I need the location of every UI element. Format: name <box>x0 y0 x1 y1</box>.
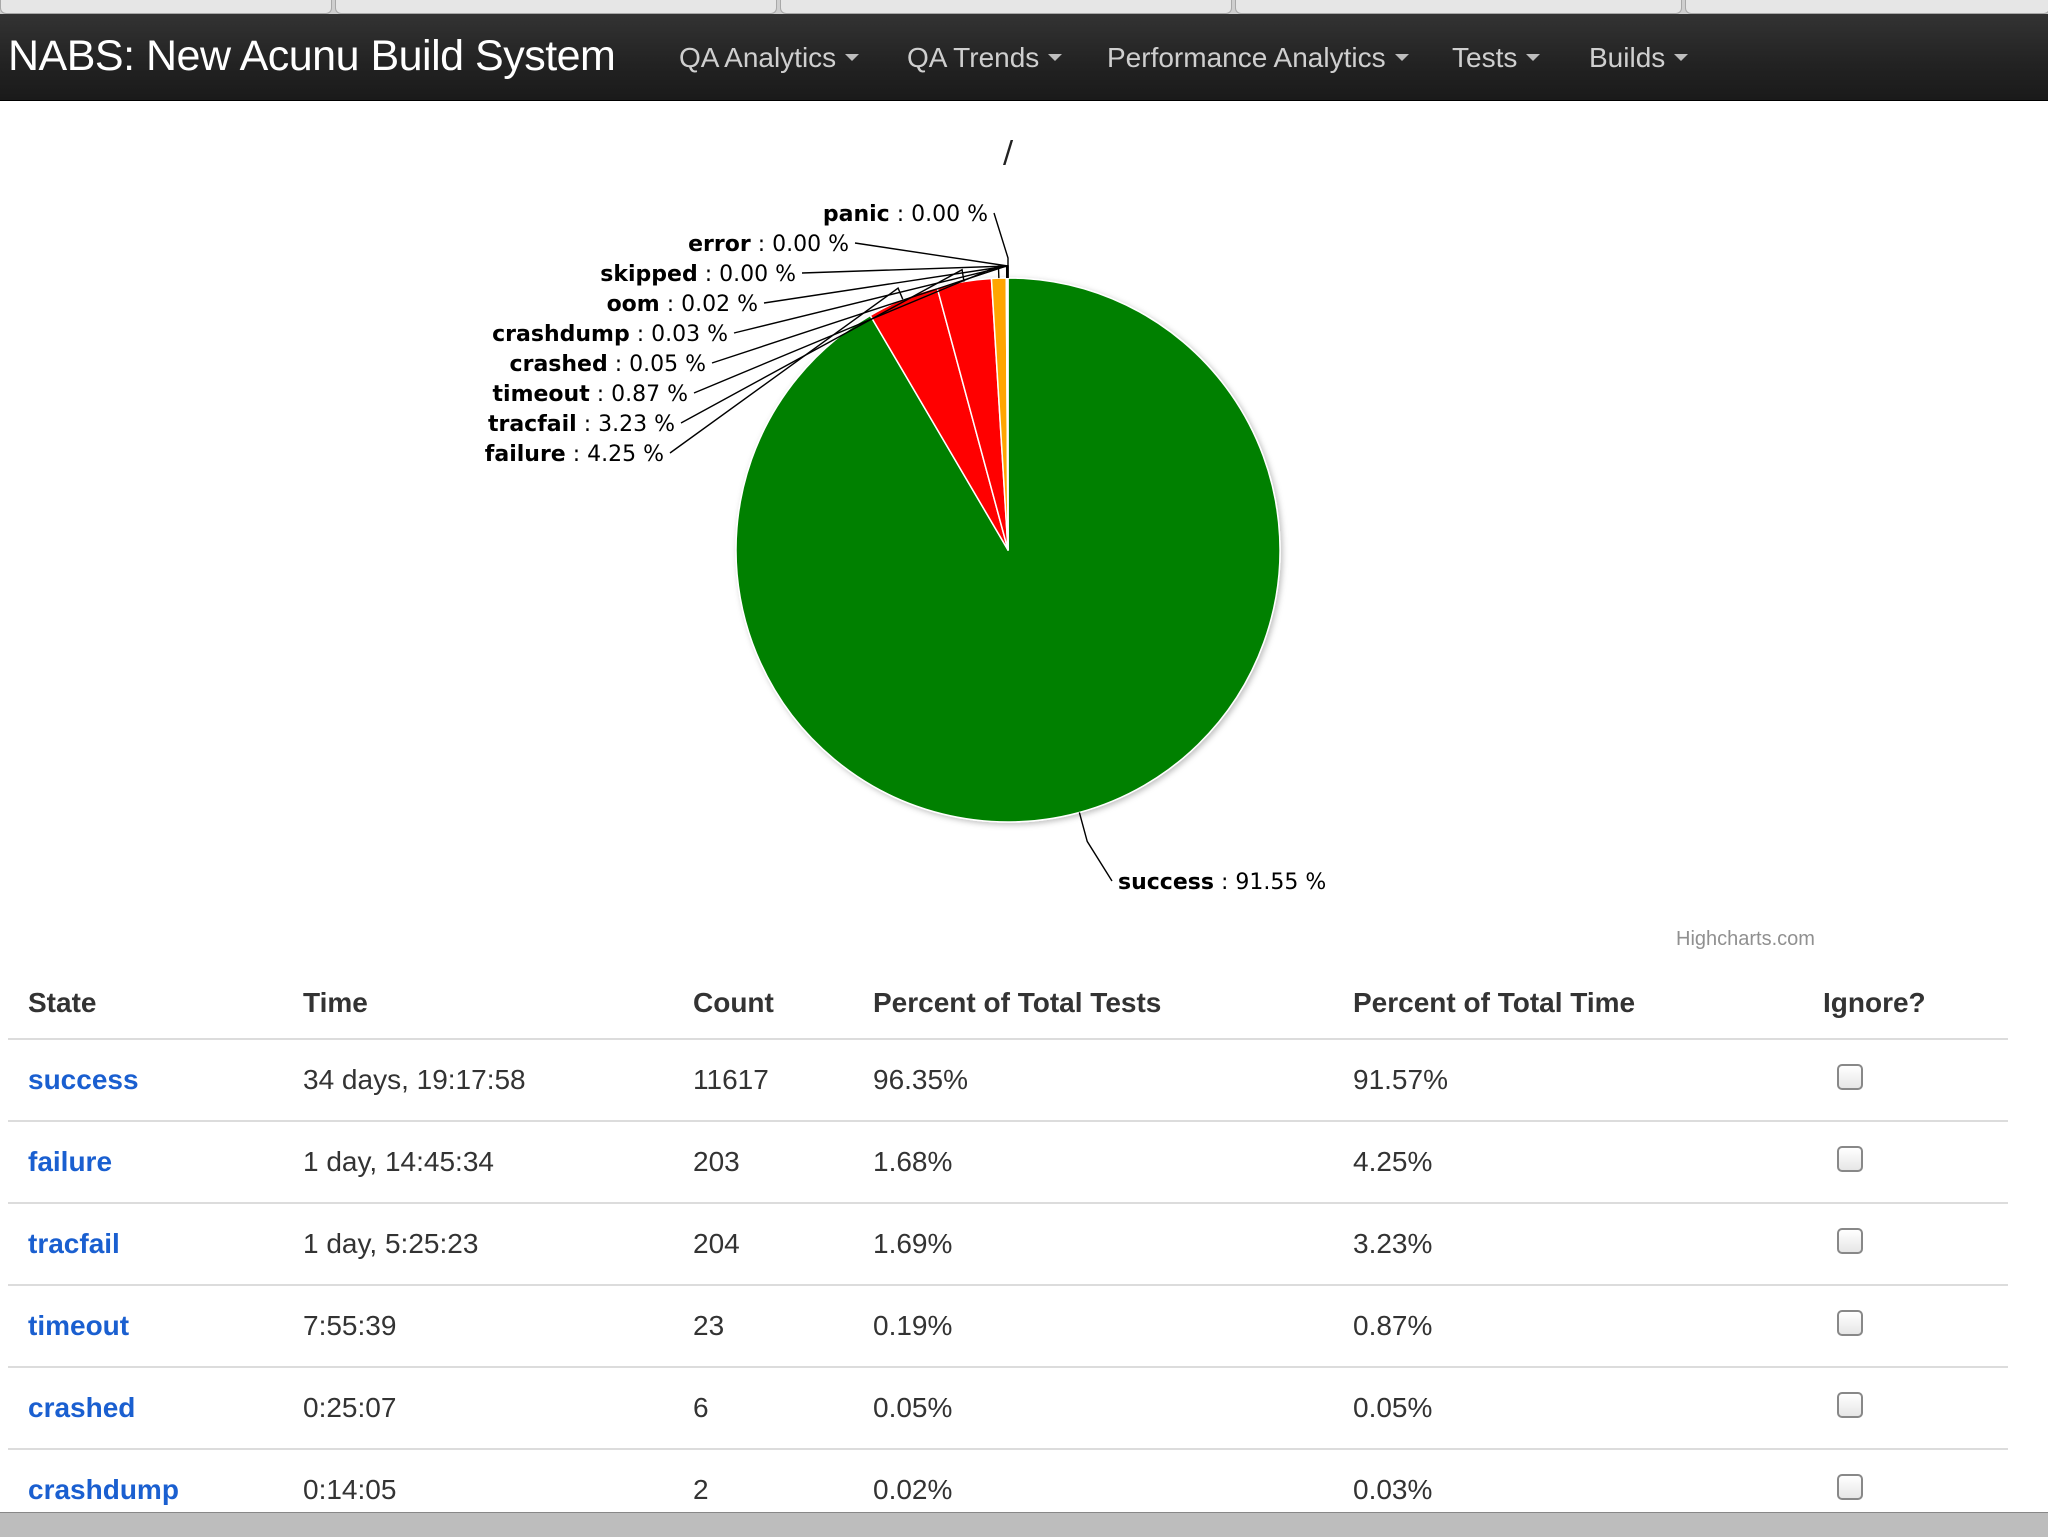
ignore-checkbox[interactable] <box>1837 1310 1863 1336</box>
count-cell: 203 <box>673 1121 853 1203</box>
pct-time-cell: 0.05% <box>1333 1367 1803 1449</box>
ignore-cell <box>1803 1367 2008 1449</box>
data-label-success: success : 91.55 % <box>1118 870 1326 895</box>
caret-down-icon <box>1395 54 1409 61</box>
header-state[interactable]: State <box>8 968 283 1039</box>
state-cell: timeout <box>8 1285 283 1367</box>
time-cell: 1 day, 5:25:23 <box>283 1203 673 1285</box>
nav-qa-analytics[interactable]: QA Analytics <box>679 42 859 74</box>
ignore-cell <box>1803 1285 2008 1367</box>
caret-down-icon <box>1674 54 1688 61</box>
ignore-cell <box>1803 1203 2008 1285</box>
time-cell: 34 days, 19:17:58 <box>283 1039 673 1121</box>
data-label-timeout: timeout : 0.87 % <box>493 382 688 407</box>
count-cell: 6 <box>673 1367 853 1449</box>
state-cell: tracfail <box>8 1203 283 1285</box>
time-cell: 1 day, 14:45:34 <box>283 1121 673 1203</box>
state-cell: failure <box>8 1121 283 1203</box>
pct-time-cell: 4.25% <box>1333 1121 1803 1203</box>
nav-performance-analytics[interactable]: Performance Analytics <box>1107 42 1409 74</box>
nav-label: QA Analytics <box>679 42 836 73</box>
data-label-error: error : 0.00 % <box>688 232 849 257</box>
pct-tests-cell: 0.19% <box>853 1285 1333 1367</box>
pct-time-cell: 0.87% <box>1333 1285 1803 1367</box>
state-link-crashed[interactable]: crashed <box>28 1392 135 1423</box>
table-row: tracfail 1 day, 5:25:23 204 1.69% 3.23% <box>8 1203 2008 1285</box>
table-header-row: State Time Count Percent of Total Tests … <box>8 968 2008 1039</box>
nav-builds[interactable]: Builds <box>1589 42 1688 74</box>
pct-tests-cell: 1.68% <box>853 1121 1333 1203</box>
browser-tab-strip <box>0 0 2048 15</box>
highcharts-credit-link[interactable]: Highcharts.com <box>1676 928 1815 951</box>
header-percent-tests[interactable]: Percent of Total Tests <box>853 968 1333 1039</box>
chart-title: / <box>1003 135 1014 170</box>
caret-down-icon <box>845 54 859 61</box>
top-navbar: NABS: New Acunu Build System QA Analytic… <box>0 14 2048 101</box>
header-time[interactable]: Time <box>283 968 673 1039</box>
header-count[interactable]: Count <box>673 968 853 1039</box>
nav-label: Builds <box>1589 42 1665 73</box>
data-label-crashdump: crashdump : 0.03 % <box>492 322 728 347</box>
data-label-failure: failure : 4.25 % <box>485 442 664 467</box>
browser-tab[interactable] <box>1235 0 1682 14</box>
window-bottom-bar <box>0 1512 2048 1537</box>
browser-tab[interactable] <box>780 0 1232 14</box>
state-link-timeout[interactable]: timeout <box>28 1310 129 1341</box>
header-percent-time[interactable]: Percent of Total Time <box>1333 968 1803 1039</box>
pct-time-cell: 3.23% <box>1333 1203 1803 1285</box>
state-table: State Time Count Percent of Total Tests … <box>8 968 2008 1532</box>
state-link-tracfail[interactable]: tracfail <box>28 1228 120 1259</box>
ignore-cell <box>1803 1121 2008 1203</box>
table-row: failure 1 day, 14:45:34 203 1.68% 4.25% <box>8 1121 2008 1203</box>
browser-tab[interactable] <box>335 0 777 14</box>
data-label-panic: panic : 0.00 % <box>823 202 988 227</box>
ignore-checkbox[interactable] <box>1837 1146 1863 1172</box>
ignore-cell <box>1803 1039 2008 1121</box>
nav-tests[interactable]: Tests <box>1452 42 1540 74</box>
data-label-oom: oom : 0.02 % <box>607 292 758 317</box>
data-label-crashed: crashed : 0.05 % <box>510 352 706 377</box>
connector-line-success <box>1079 812 1112 881</box>
state-cell: crashed <box>8 1367 283 1449</box>
nav-label: Tests <box>1452 42 1517 73</box>
caret-down-icon <box>1526 54 1540 61</box>
data-label-tracfail: tracfail : 3.23 % <box>488 412 675 437</box>
count-cell: 11617 <box>673 1039 853 1121</box>
brand-title[interactable]: NABS: New Acunu Build System <box>8 32 615 81</box>
browser-tab[interactable] <box>0 0 332 14</box>
state-cell: success <box>8 1039 283 1121</box>
ignore-checkbox[interactable] <box>1837 1392 1863 1418</box>
nav-label: Performance Analytics <box>1107 42 1386 73</box>
pie-chart: / success : 91.55 % failure : 4.25 % tracf… <box>0 100 2048 960</box>
table-row: crashed 0:25:07 6 0.05% 0.05% <box>8 1367 2008 1449</box>
pct-tests-cell: 96.35% <box>853 1039 1333 1121</box>
nav-qa-trends[interactable]: QA Trends <box>907 42 1062 74</box>
pct-tests-cell: 0.05% <box>853 1367 1333 1449</box>
pct-tests-cell: 1.69% <box>853 1203 1333 1285</box>
state-link-crashdump[interactable]: crashdump <box>28 1474 179 1505</box>
time-cell: 7:55:39 <box>283 1285 673 1367</box>
ignore-checkbox[interactable] <box>1837 1064 1863 1090</box>
time-cell: 0:25:07 <box>283 1367 673 1449</box>
ignore-checkbox[interactable] <box>1837 1228 1863 1254</box>
caret-down-icon <box>1048 54 1062 61</box>
pct-time-cell: 91.57% <box>1333 1039 1803 1121</box>
table-row: timeout 7:55:39 23 0.19% 0.87% <box>8 1285 2008 1367</box>
state-link-success[interactable]: success <box>28 1064 139 1095</box>
state-link-failure[interactable]: failure <box>28 1146 112 1177</box>
browser-tab[interactable] <box>1685 0 2048 14</box>
nav-label: QA Trends <box>907 42 1039 73</box>
ignore-checkbox[interactable] <box>1837 1474 1863 1500</box>
table-row: success 34 days, 19:17:58 11617 96.35% 9… <box>8 1039 2008 1121</box>
count-cell: 23 <box>673 1285 853 1367</box>
data-label-skipped: skipped : 0.00 % <box>600 262 796 287</box>
header-ignore: Ignore? <box>1803 968 2008 1039</box>
count-cell: 204 <box>673 1203 853 1285</box>
